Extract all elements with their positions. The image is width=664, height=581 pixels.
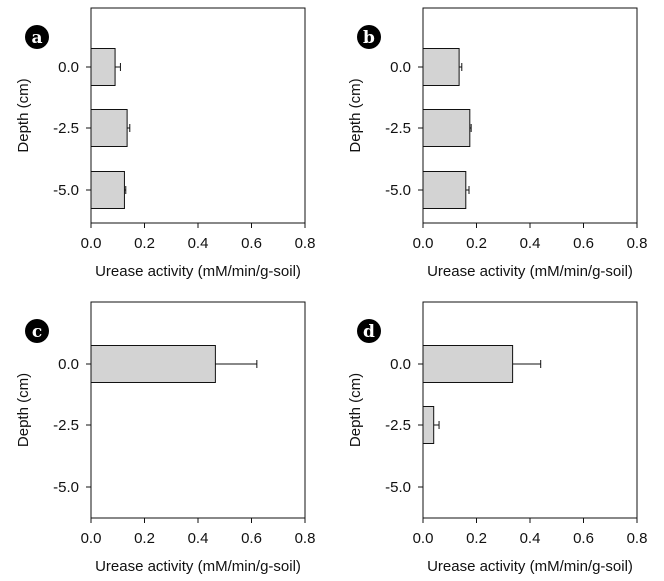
x-axis-title: Urease activity (mM/min/g-soil) — [95, 558, 301, 575]
x-tick-label: 0.6 — [241, 235, 262, 252]
bar — [422, 345, 514, 383]
bar — [90, 345, 216, 383]
bar — [90, 171, 125, 209]
x-tick-label: 0.2 — [466, 530, 487, 547]
x-tick-label: 0.4 — [188, 530, 209, 547]
y-tick-label: -5.0 — [385, 479, 411, 496]
bar — [90, 48, 116, 86]
panel-label-circle — [25, 319, 49, 343]
bar — [422, 171, 467, 209]
panel-label-badge: c — [25, 319, 49, 343]
y-tick-label: -2.5 — [53, 417, 79, 434]
bar — [422, 109, 471, 147]
x-tick-label: 0.4 — [520, 530, 541, 547]
panel-label-text: a — [31, 28, 42, 48]
chart-panel-d: 0.0 -2.5 -5.0 0.0 0.2 0.4 0.6 0.8 Urease activit… — [347, 301, 648, 575]
bar — [90, 109, 128, 147]
y-axis-title: Depth (cm) — [347, 373, 364, 447]
x-tick-label: 0.0 — [413, 530, 434, 547]
x-tick-label: 0.6 — [573, 530, 594, 547]
bar — [422, 406, 435, 444]
bar — [422, 48, 460, 86]
x-tick-label: 0.8 — [627, 530, 648, 547]
y-tick-label: -5.0 — [53, 479, 79, 496]
plot-frame — [90, 301, 306, 519]
x-tick-label: 0.2 — [466, 235, 487, 252]
panel-label-circle — [357, 25, 381, 49]
x-tick-label: 0.6 — [241, 530, 262, 547]
panel-label-badge: b — [357, 25, 381, 49]
x-tick-label: 0.8 — [627, 235, 648, 252]
panel-label-circle — [357, 319, 381, 343]
chart-panel-a: 0.0 -2.5 -5.0 0.0 0.2 0.4 0.6 0.8 Urease activit… — [15, 7, 316, 280]
x-tick-label: 0.8 — [295, 530, 316, 547]
panel-label-text: c — [32, 322, 42, 342]
y-tick-label: -5.0 — [53, 182, 79, 199]
x-tick-label: 0.0 — [81, 530, 102, 547]
x-tick-label: 0.2 — [134, 530, 155, 547]
y-tick-label: -2.5 — [385, 120, 411, 137]
panel-label-badge: d — [357, 319, 381, 343]
x-tick-label: 0.6 — [573, 235, 594, 252]
y-tick-label: -2.5 — [385, 417, 411, 434]
panel-label-circle — [25, 25, 49, 49]
panel-label-badge: a — [25, 25, 49, 49]
y-axis-title: Depth (cm) — [15, 78, 32, 152]
y-tick-label: 0.0 — [390, 59, 411, 76]
y-axis-title: Depth (cm) — [347, 78, 364, 152]
panel-label-text: d — [363, 322, 375, 342]
chart-panel-c: 0.0 -2.5 -5.0 0.0 0.2 0.4 0.6 0.8 Urease activit… — [15, 301, 316, 575]
x-axis-title: Urease activity (mM/min/g-soil) — [95, 263, 301, 280]
plot-frame — [422, 301, 638, 519]
panel-label-text: b — [363, 28, 375, 48]
x-tick-label: 0.4 — [520, 235, 541, 252]
y-tick-label: 0.0 — [58, 59, 79, 76]
y-tick-label: -5.0 — [385, 182, 411, 199]
x-tick-label: 0.0 — [81, 235, 102, 252]
chart-panel-b: 0.0 -2.5 -5.0 0.0 0.2 0.4 0.6 0.8 Urease activit… — [347, 7, 648, 280]
y-tick-label: -2.5 — [53, 120, 79, 137]
y-tick-label: 0.0 — [390, 356, 411, 373]
x-tick-label: 0.2 — [134, 235, 155, 252]
x-tick-label: 0.0 — [413, 235, 434, 252]
y-tick-label: 0.0 — [58, 356, 79, 373]
x-tick-label: 0.8 — [295, 235, 316, 252]
y-axis-title: Depth (cm) — [15, 373, 32, 447]
x-axis-title: Urease activity (mM/min/g-soil) — [427, 263, 633, 280]
x-axis-title: Urease activity (mM/min/g-soil) — [427, 558, 633, 575]
x-tick-label: 0.4 — [188, 235, 209, 252]
